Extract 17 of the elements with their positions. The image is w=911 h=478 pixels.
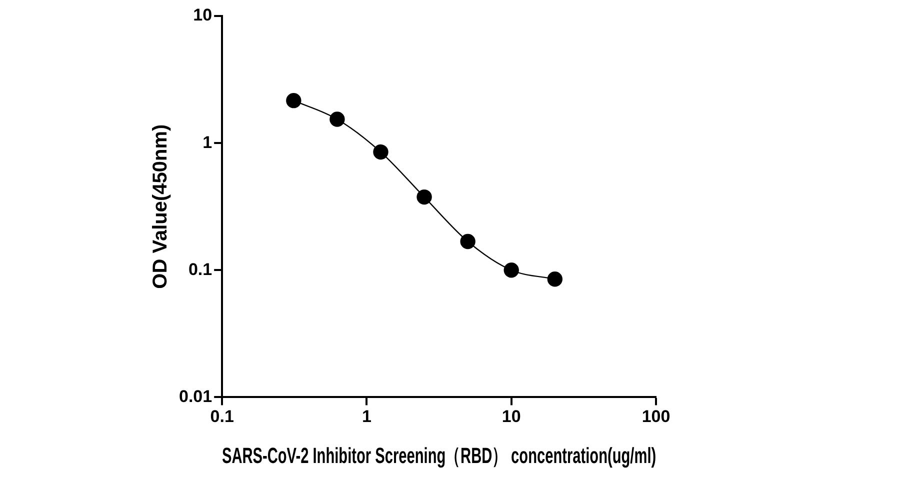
point: [416, 189, 432, 205]
point: [504, 262, 519, 278]
y-tick-label: 0.01: [178, 386, 212, 406]
y-tick-label: 10: [193, 6, 212, 25]
y-tick-label: 0.1: [188, 260, 212, 279]
point: [460, 234, 476, 250]
point: [330, 112, 345, 127]
x-tick-label: 1: [362, 407, 372, 426]
point: [286, 92, 302, 108]
y-axis-title: OD Value(450nm): [150, 124, 172, 289]
point: [373, 144, 388, 160]
x-tick-label: 0.1: [210, 407, 234, 426]
x-tick-label: 10: [502, 407, 521, 426]
x-axis-title: SARS-CoV-2 Inhibitor Screening（RBD） concentration(ug/ml): [222, 442, 656, 468]
point: [547, 272, 563, 287]
y-tick-label: 1: [202, 132, 212, 152]
x-tick-label: 100: [642, 407, 670, 426]
